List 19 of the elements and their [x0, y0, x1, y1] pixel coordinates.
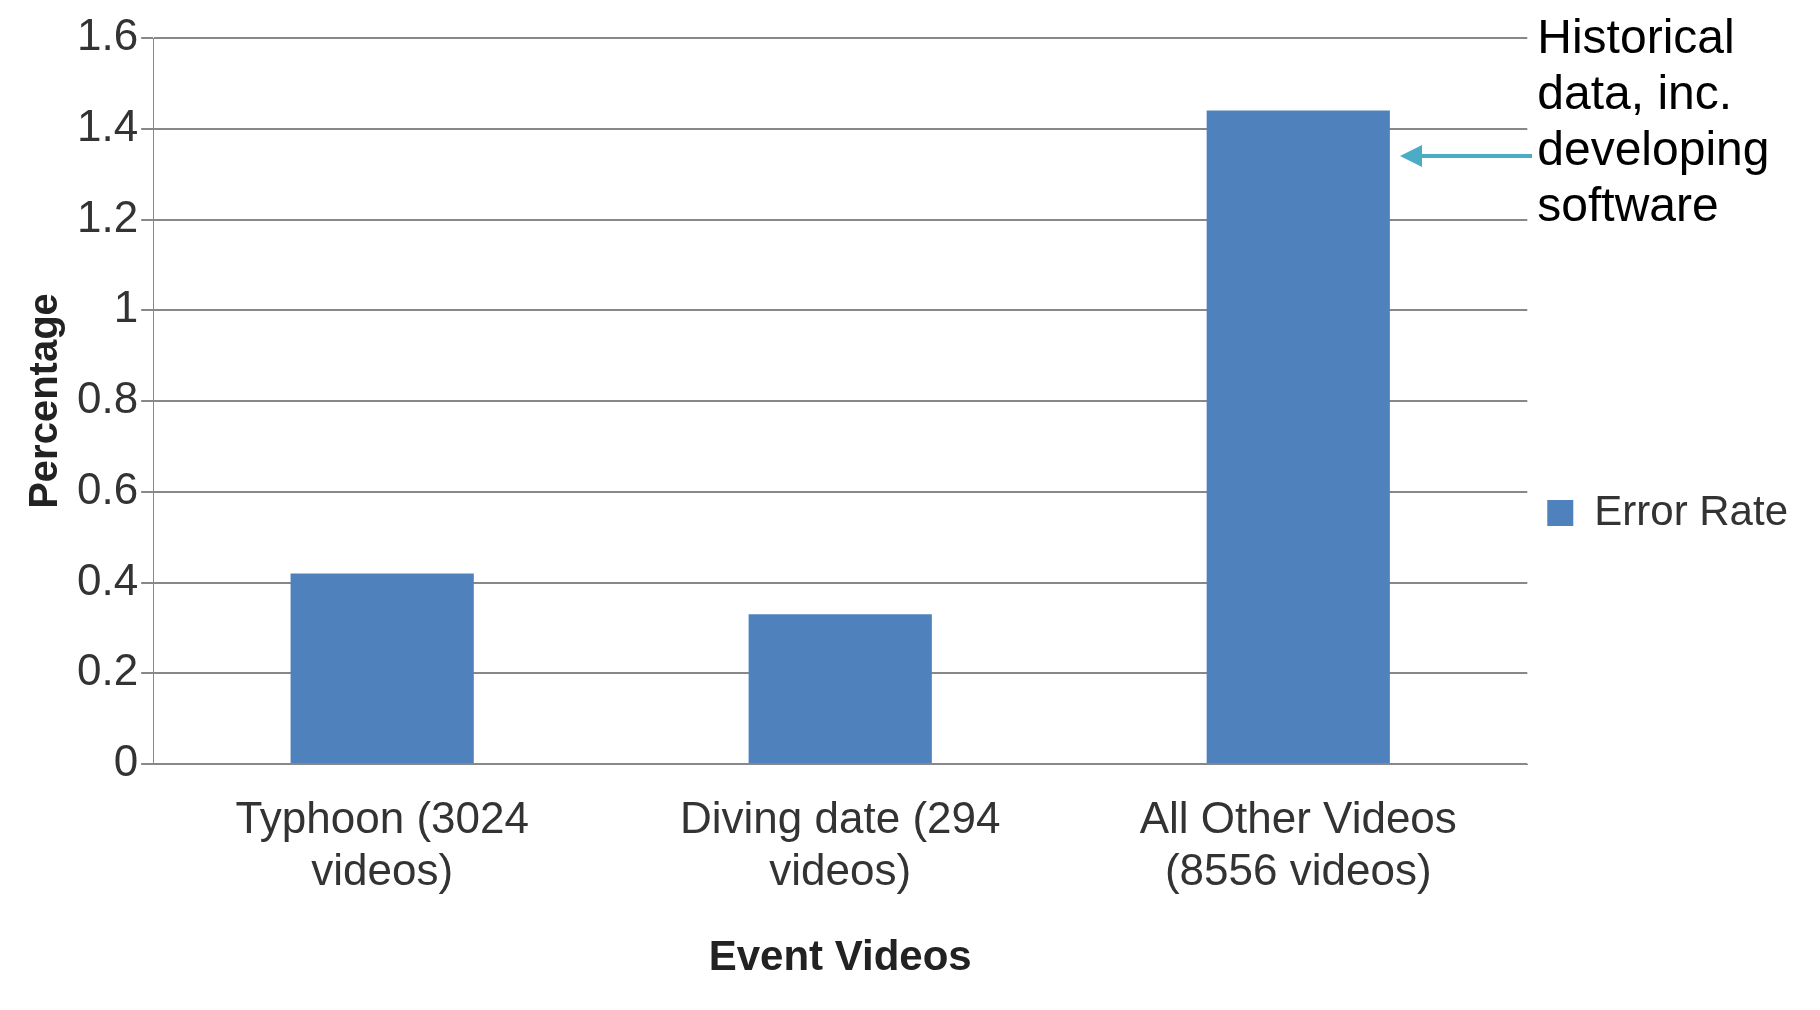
- bar: [1206, 110, 1390, 763]
- y-axis-title: Percentage: [21, 293, 66, 509]
- x-tick-label: Diving date (294 videos): [680, 792, 1001, 895]
- text: Historical data, inc. developing software: [1537, 10, 1770, 232]
- y-tick-label: 1.4: [76, 100, 139, 150]
- y-tick-label: 0.8: [76, 373, 139, 423]
- x-tick-label: All Other Videos (8556 videos): [1139, 792, 1457, 895]
- x-axis-title: Event Videos: [708, 932, 972, 980]
- y-tick-label: 0: [113, 736, 139, 786]
- y-tick-label: 1.6: [76, 10, 139, 60]
- y-tick-label: 1: [113, 282, 139, 332]
- x-tick-label: Typhoon (3024 videos): [235, 792, 529, 895]
- y-tick-label: 1.2: [76, 191, 139, 241]
- bar: [290, 573, 474, 763]
- bar: [748, 614, 932, 763]
- y-tick-label: 0.4: [76, 554, 139, 604]
- legend-label: Error Rate: [1594, 486, 1788, 534]
- y-tick-label: 0.2: [76, 645, 139, 695]
- y-tick-label: 0.6: [76, 463, 139, 513]
